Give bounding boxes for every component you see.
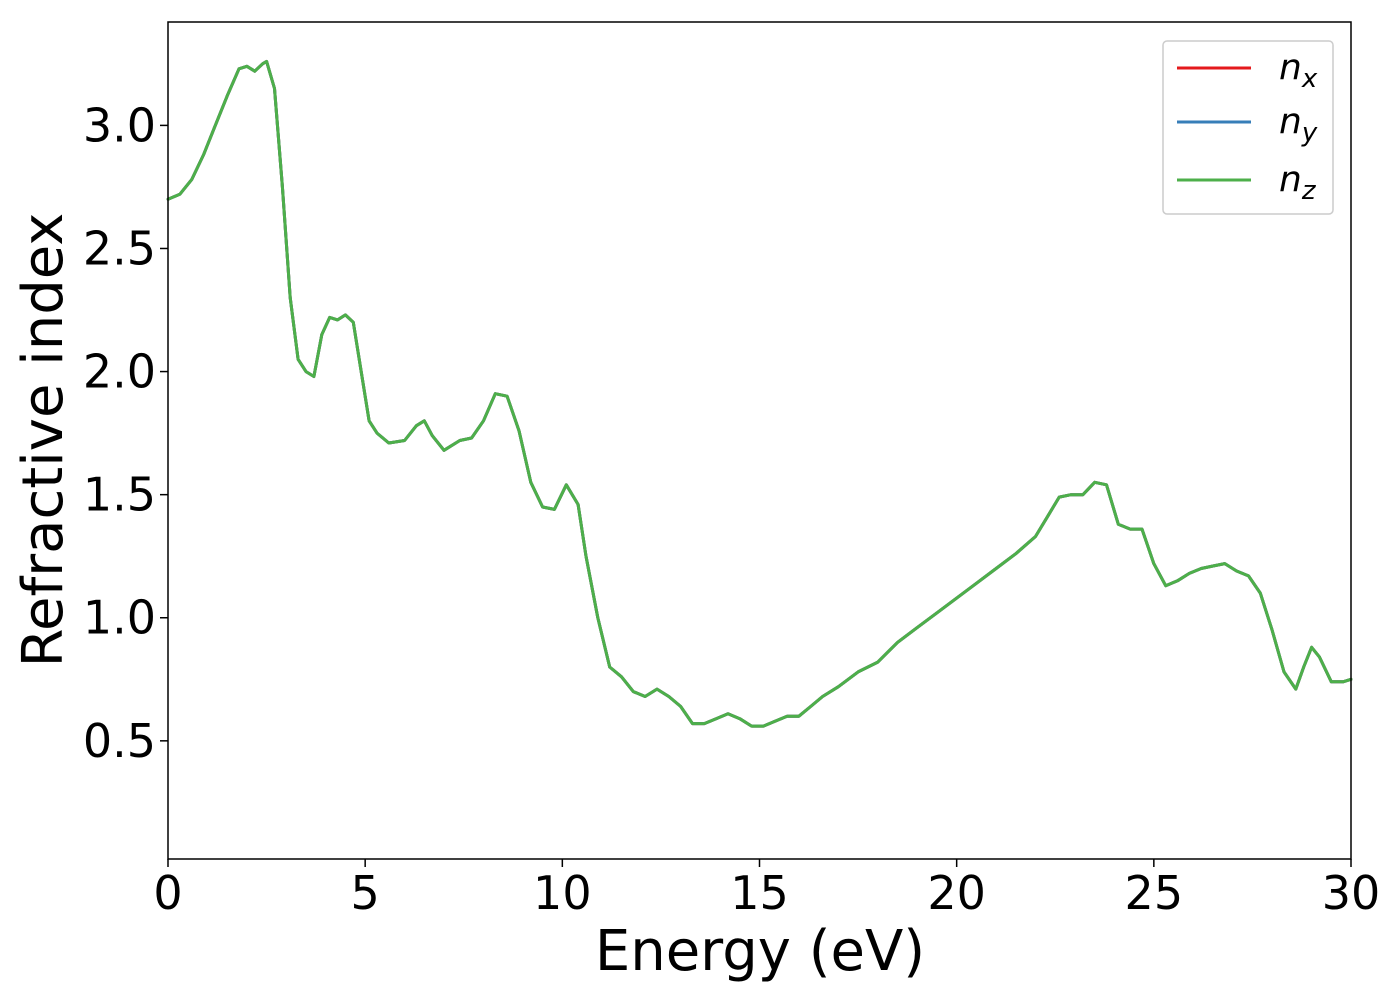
x-tick-label: 5	[351, 866, 380, 920]
x-tick-label: 15	[730, 866, 789, 920]
x-tick-label: 0	[153, 866, 182, 920]
series-layer	[166, 59, 1353, 728]
x-tick-label: 10	[533, 866, 592, 920]
y-axis: 0.5 1.0 1.5 2.0 2.5 3.0	[83, 98, 168, 768]
x-axis: 0 5 10 15 20 25 30	[153, 859, 1380, 920]
y-tick-label: 2.0	[83, 345, 156, 399]
legend: nx ny nz	[1162, 40, 1334, 215]
y-tick-label: 1.0	[83, 591, 156, 645]
y-tick-label: 2.5	[83, 221, 156, 275]
y-tick-label: 0.5	[83, 714, 156, 768]
y-axis-label: Refractive index	[11, 213, 76, 668]
legend-label-ny: ny	[1279, 101, 1318, 148]
x-tick-label: 25	[1125, 866, 1184, 920]
y-tick-label: 1.5	[83, 468, 156, 522]
legend-label-nx: nx	[1279, 47, 1318, 94]
legend-label-nz: nz	[1279, 159, 1317, 206]
x-axis-label: Energy (eV)	[595, 919, 925, 984]
legend-box	[1162, 40, 1334, 215]
x-tick-label: 30	[1322, 866, 1381, 920]
series-line-nz	[166, 59, 1353, 728]
x-tick-label: 20	[927, 866, 986, 920]
y-tick-label: 3.0	[83, 98, 156, 152]
